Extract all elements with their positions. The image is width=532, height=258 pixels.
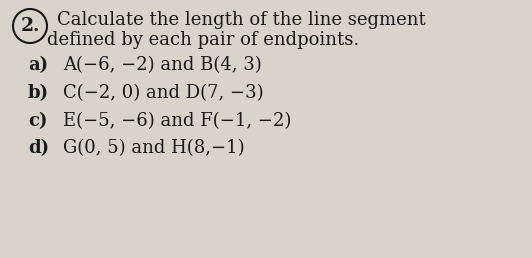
- Text: c): c): [28, 112, 47, 130]
- Text: a): a): [28, 56, 48, 74]
- Text: defined by each pair of endpoints.: defined by each pair of endpoints.: [47, 31, 359, 49]
- Text: G(0, 5) and H(8,−1): G(0, 5) and H(8,−1): [63, 139, 245, 157]
- Text: A(−6, −2) and B(4, 3): A(−6, −2) and B(4, 3): [63, 56, 262, 74]
- Text: b): b): [28, 84, 49, 102]
- Text: E(−5, −6) and F(−1, −2): E(−5, −6) and F(−1, −2): [63, 112, 292, 130]
- Text: d): d): [28, 139, 49, 157]
- Text: Calculate the length of the line segment: Calculate the length of the line segment: [57, 11, 426, 29]
- Text: 2.: 2.: [20, 17, 40, 35]
- Text: C(−2, 0) and D(7, −3): C(−2, 0) and D(7, −3): [63, 84, 264, 102]
